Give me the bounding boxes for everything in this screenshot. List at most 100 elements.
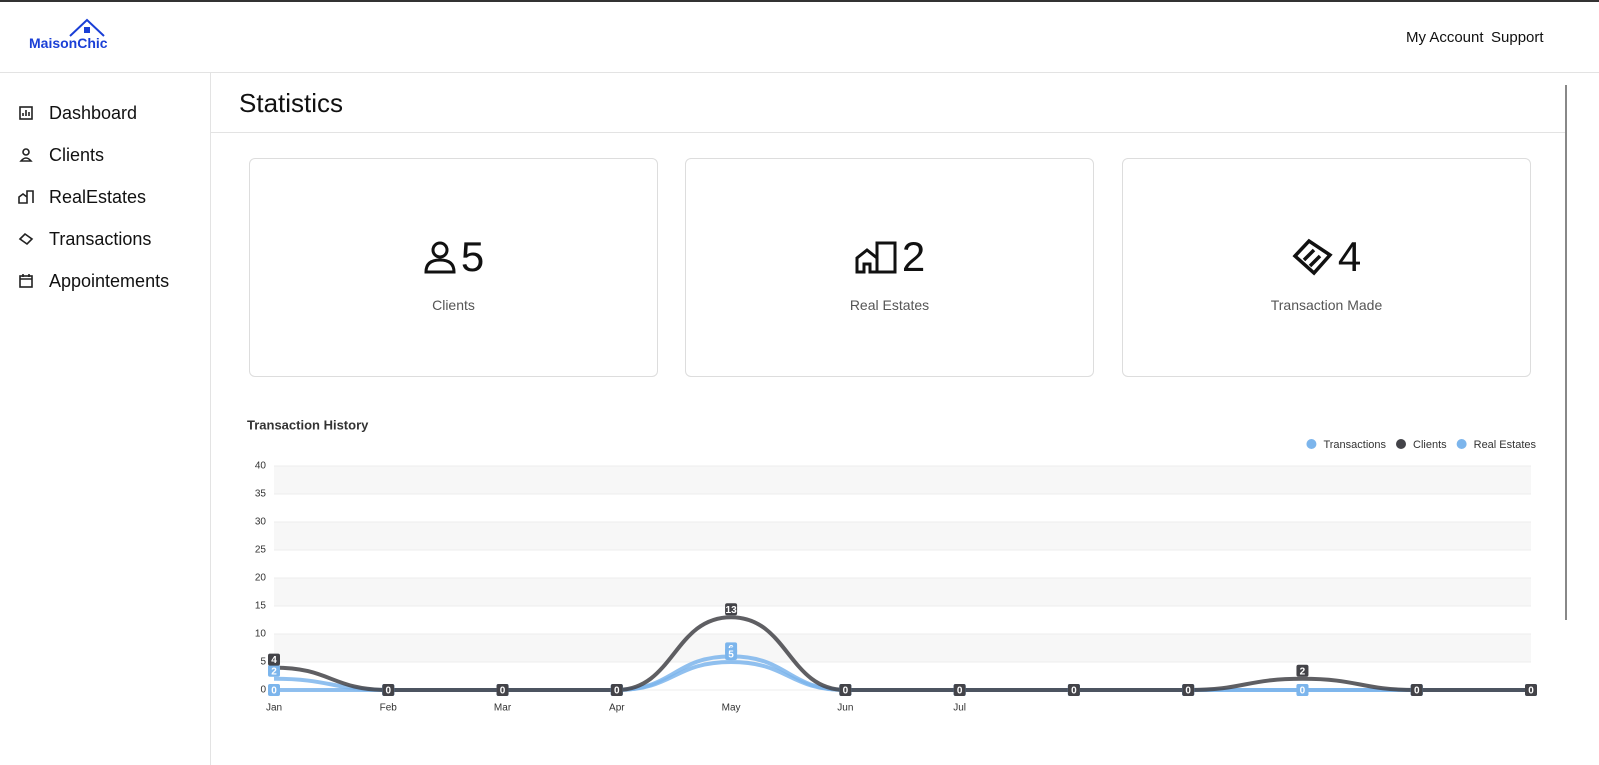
data-label-text: 2 bbox=[271, 666, 277, 677]
legend-swatch bbox=[1396, 439, 1406, 449]
y-tick-label: 40 bbox=[255, 461, 267, 472]
nav-appointments[interactable]: Appointements bbox=[49, 271, 170, 291]
data-label-text: 2 bbox=[1300, 666, 1306, 677]
header: MaisonChic My Account Support bbox=[0, 2, 1599, 73]
y-tick-label: 20 bbox=[255, 573, 267, 584]
data-label: 0 bbox=[610, 684, 623, 697]
data-label-text: 0 bbox=[500, 686, 506, 697]
series-line bbox=[273, 659, 1531, 692]
data-label-box bbox=[725, 648, 738, 660]
card-label: Transaction Made bbox=[1270, 297, 1383, 313]
support-link[interactable]: Support bbox=[1491, 29, 1544, 46]
x-tick-label: Jul bbox=[953, 703, 966, 714]
data-label-box bbox=[268, 664, 280, 677]
data-label: 0 bbox=[382, 684, 395, 697]
card: 2 Real Estates bbox=[685, 158, 1094, 377]
data-label-text: 0 bbox=[614, 686, 620, 697]
data-label: 2 bbox=[1296, 664, 1309, 677]
x-tick-label: May bbox=[722, 703, 741, 714]
data-label-box bbox=[1182, 684, 1195, 696]
data-label: 0 bbox=[1182, 684, 1195, 697]
grid-band bbox=[274, 578, 1531, 606]
data-label-box bbox=[1410, 684, 1423, 696]
data-label: 0 bbox=[496, 684, 509, 697]
page-title: Statistics bbox=[239, 88, 344, 118]
data-label-box bbox=[839, 684, 852, 696]
card: 4 Transaction Made bbox=[1122, 158, 1531, 377]
x-tick-label: Apr bbox=[609, 703, 625, 714]
y-tick-label: 15 bbox=[255, 601, 267, 612]
card-icon bbox=[1292, 238, 1333, 276]
card-icon bbox=[424, 241, 456, 274]
realestates-icon bbox=[18, 190, 34, 204]
scrollbar[interactable] bbox=[1565, 85, 1567, 620]
card-label: Clients bbox=[432, 297, 475, 313]
y-tick-label: 25 bbox=[255, 545, 267, 556]
legend-item[interactable]: Clients bbox=[1396, 439, 1447, 451]
data-label-text: 0 bbox=[385, 686, 391, 697]
appointments-icon bbox=[19, 274, 33, 288]
data-label-box bbox=[1296, 664, 1309, 677]
series-line bbox=[273, 615, 1531, 692]
data-label-text: 0 bbox=[1071, 686, 1077, 697]
data-label: 5 bbox=[725, 648, 738, 661]
legend-swatch bbox=[1456, 439, 1467, 449]
nav-realestates[interactable]: RealEstates bbox=[49, 187, 147, 207]
sidebar: Dashboard Clients RealEstates Transactio… bbox=[0, 73, 211, 765]
legend-item[interactable]: Real Estates bbox=[1456, 439, 1537, 451]
y-tick-label: 0 bbox=[260, 685, 266, 696]
data-label-text: 5 bbox=[728, 650, 734, 661]
data-label-box bbox=[268, 684, 280, 696]
legend-label: Real Estates bbox=[1474, 439, 1537, 451]
data-label-text: 0 bbox=[271, 686, 277, 697]
nav-dashboard[interactable]: Dashboard bbox=[49, 103, 138, 123]
nav-clients[interactable]: Clients bbox=[49, 145, 105, 165]
top-border bbox=[0, 0, 1599, 2]
card-value: 2 bbox=[901, 233, 926, 280]
data-label-box bbox=[953, 684, 966, 696]
divider bbox=[211, 132, 1565, 133]
data-label: 0 bbox=[839, 684, 852, 697]
data-label: 0 bbox=[1067, 684, 1080, 697]
clients-icon bbox=[19, 148, 33, 162]
logo[interactable]: MaisonChic bbox=[29, 35, 108, 51]
card-value: 5 bbox=[460, 233, 485, 280]
data-label-text: 0 bbox=[1528, 686, 1534, 697]
nav-transactions[interactable]: Transactions bbox=[49, 229, 152, 249]
card: 5 Clients bbox=[249, 158, 658, 377]
data-label: 0 bbox=[1525, 684, 1537, 697]
grid-band bbox=[274, 634, 1531, 662]
y-tick-label: 10 bbox=[255, 629, 267, 640]
data-label: 0 bbox=[1296, 684, 1309, 697]
legend-label: Transactions bbox=[1323, 439, 1386, 451]
transactions-icon bbox=[18, 232, 34, 246]
card-value: 4 bbox=[1337, 233, 1362, 280]
data-label-box bbox=[1067, 684, 1080, 696]
chart-title: Transaction History bbox=[247, 417, 369, 432]
data-label-text: 13 bbox=[726, 605, 738, 616]
data-label-box bbox=[382, 684, 395, 696]
data-label-text: 0 bbox=[843, 686, 849, 697]
card-icon bbox=[855, 241, 897, 274]
x-tick-label: Feb bbox=[380, 703, 398, 714]
data-label: 2 bbox=[268, 664, 280, 677]
data-label-box bbox=[1296, 684, 1309, 696]
data-label: 4 bbox=[268, 653, 280, 666]
y-tick-label: 30 bbox=[255, 517, 267, 528]
data-label-box bbox=[610, 684, 623, 696]
data-label: 0 bbox=[953, 684, 966, 697]
my-account-link[interactable]: My Account bbox=[1406, 29, 1484, 46]
data-label-text: 0 bbox=[957, 686, 963, 697]
logo-icon bbox=[69, 18, 105, 37]
y-tick-label: 5 bbox=[260, 657, 266, 668]
data-label-box bbox=[1525, 684, 1537, 696]
data-label-text: 0 bbox=[1185, 686, 1191, 697]
dashboard-icon bbox=[19, 106, 33, 120]
legend-item[interactable]: Transactions bbox=[1306, 439, 1387, 451]
legend-swatch bbox=[1306, 439, 1317, 449]
legend-label: Clients bbox=[1413, 439, 1447, 451]
data-label-text: 4 bbox=[271, 655, 277, 666]
data-label: 0 bbox=[1410, 684, 1423, 697]
